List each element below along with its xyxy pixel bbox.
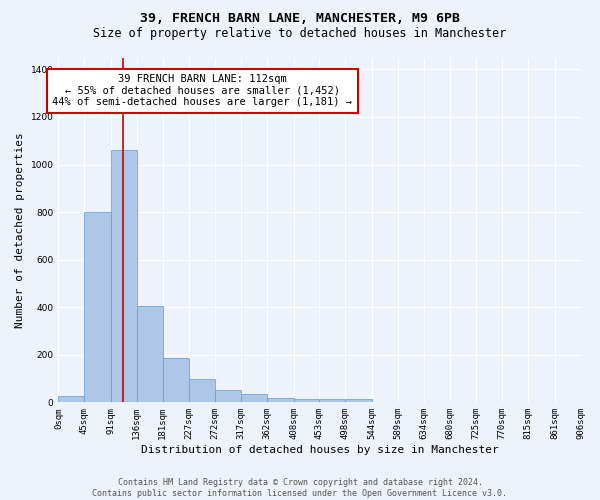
Y-axis label: Number of detached properties: Number of detached properties: [15, 132, 25, 328]
Text: Contains HM Land Registry data © Crown copyright and database right 2024.
Contai: Contains HM Land Registry data © Crown c…: [92, 478, 508, 498]
Bar: [111, 150, 137, 403]
Text: 39 FRENCH BARN LANE: 112sqm
← 55% of detached houses are smaller (1,452)
44% of : 39 FRENCH BARN LANE: 112sqm ← 55% of det…: [52, 74, 352, 108]
Bar: [215, 390, 241, 402]
Bar: [58, 396, 85, 402]
Bar: [267, 398, 293, 402]
Text: 39, FRENCH BARN LANE, MANCHESTER, M9 6PB: 39, FRENCH BARN LANE, MANCHESTER, M9 6PB: [140, 12, 460, 26]
Bar: [189, 378, 215, 402]
Bar: [319, 399, 346, 402]
X-axis label: Distribution of detached houses by size in Manchester: Distribution of detached houses by size …: [140, 445, 499, 455]
Bar: [163, 358, 189, 403]
Bar: [137, 306, 163, 402]
Bar: [85, 212, 111, 402]
Bar: [241, 394, 267, 402]
Bar: [346, 399, 372, 402]
Text: Size of property relative to detached houses in Manchester: Size of property relative to detached ho…: [94, 28, 506, 40]
Bar: [293, 399, 319, 402]
